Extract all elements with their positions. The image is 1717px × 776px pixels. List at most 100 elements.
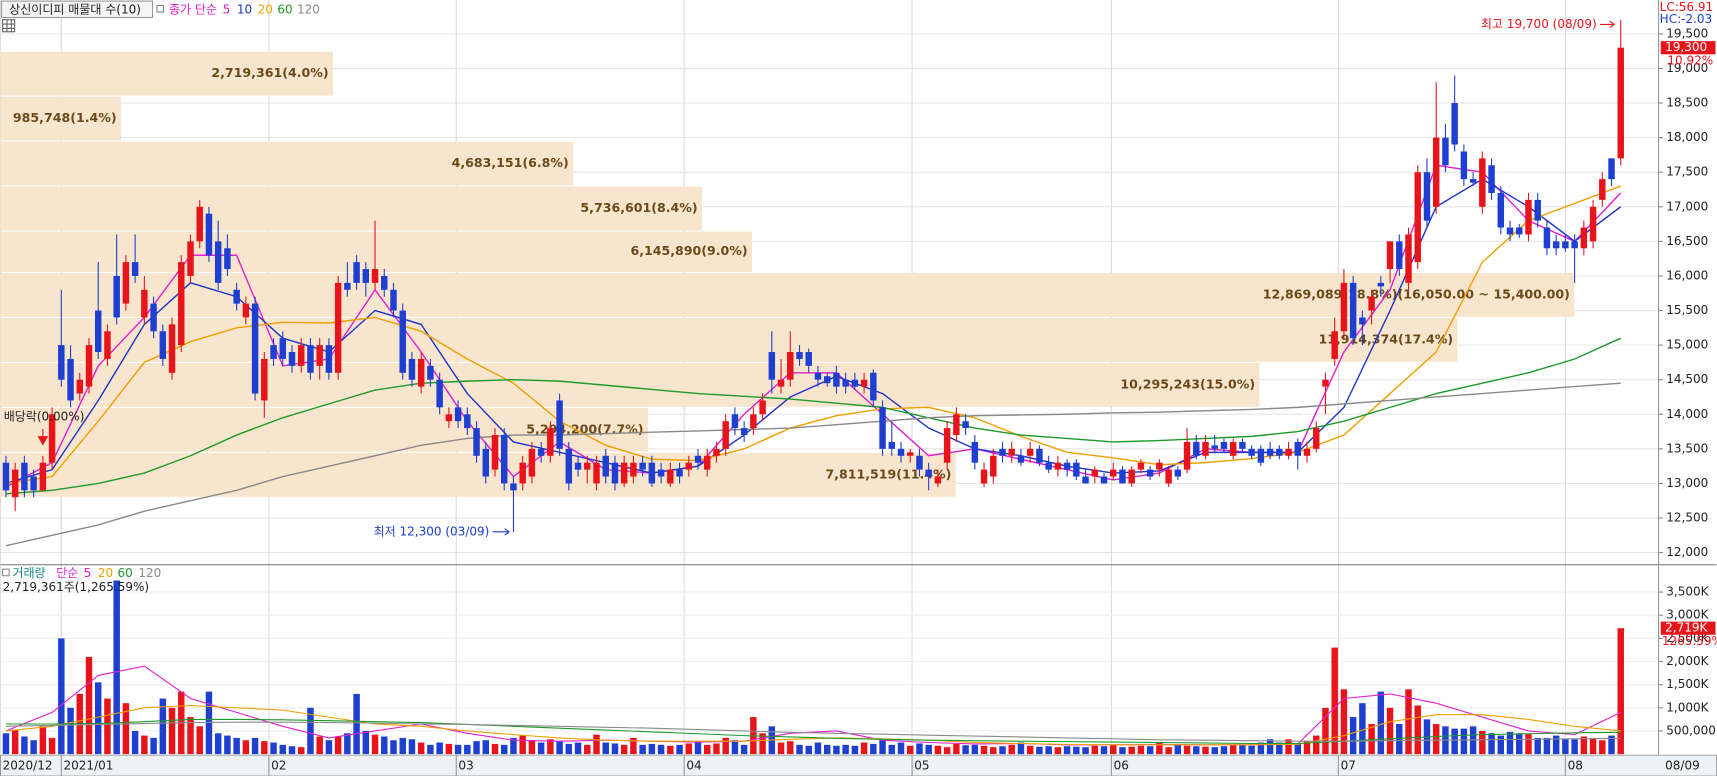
- volume-bar: [1479, 730, 1486, 755]
- candle-body: [1063, 462, 1071, 470]
- candle-body: [990, 455, 997, 477]
- profile-bar: [0, 51, 333, 96]
- volume-bar: [1432, 724, 1440, 755]
- candle-body: [168, 324, 176, 373]
- volume-bar: [316, 736, 323, 755]
- candle-body: [1516, 227, 1523, 235]
- candle-body: [224, 248, 231, 270]
- profile-bar: [0, 407, 648, 452]
- volume-bar: [113, 580, 120, 755]
- min-label: 최저 12,300 (03/09): [374, 524, 490, 538]
- candle-body: [704, 455, 711, 470]
- volume-bar: [1303, 741, 1311, 755]
- candle-body: [740, 428, 748, 436]
- candle-body: [2, 462, 10, 491]
- candle-body: [667, 469, 674, 484]
- y-tick-label: 1,500K: [1666, 677, 1709, 691]
- volume-bar: [556, 741, 563, 755]
- volume-bar: [1119, 747, 1126, 755]
- candle-body: [1322, 379, 1329, 387]
- candle-body: [556, 400, 563, 449]
- candle-body: [371, 269, 379, 283]
- volume-bar: [417, 742, 425, 755]
- volume-bar: [436, 742, 443, 755]
- legend-item: 10: [237, 2, 252, 16]
- candle-body: [399, 310, 406, 373]
- volume-bar: [851, 745, 859, 755]
- candle-body: [261, 358, 268, 401]
- volume-bar: [353, 693, 360, 755]
- volume-bar: [925, 744, 932, 755]
- candle-body: [1396, 241, 1403, 270]
- volume-bar: [85, 656, 93, 755]
- candle-body: [1479, 158, 1486, 207]
- candle-body: [67, 358, 74, 401]
- candle-body: [943, 428, 951, 463]
- candle-body: [860, 379, 868, 387]
- volume-bar: [879, 740, 886, 755]
- volume-bar: [67, 707, 74, 755]
- volume-bar: [11, 730, 19, 755]
- candle-body: [491, 435, 499, 470]
- profile-label: 2,719,361(4.0%): [211, 65, 328, 80]
- candle-body: [122, 262, 130, 304]
- grid-icon-lines: [2, 19, 15, 32]
- candle-body: [427, 365, 434, 380]
- volume-bar: [888, 744, 896, 755]
- ma-line: [5, 382, 1621, 547]
- volume-bar: [584, 744, 591, 755]
- candle-body: [353, 262, 360, 283]
- profile-label: 11,914,374(17.4%): [1318, 331, 1453, 346]
- candle-body: [288, 352, 296, 366]
- y-tick-label: 13,000: [1666, 476, 1708, 490]
- volume-bar: [574, 742, 582, 755]
- ma-line: [5, 721, 1621, 742]
- max-arrow: [1599, 20, 1616, 29]
- volume-bar: [297, 747, 305, 755]
- candle-body: [1562, 241, 1569, 249]
- volume-bar: [307, 707, 314, 755]
- candle-body: [676, 469, 683, 477]
- candle-body: [344, 282, 351, 290]
- candle-body: [833, 372, 840, 387]
- volume-bar: [1313, 735, 1320, 755]
- volume-bar: [187, 717, 194, 755]
- profile-label: 5,294,200(7.7%): [526, 421, 643, 436]
- volume-bar: [537, 742, 545, 755]
- volume-bar: [777, 742, 785, 755]
- volume-bar: [1017, 742, 1025, 755]
- volume-bar: [916, 743, 923, 755]
- volume-bar: [1552, 735, 1560, 755]
- volume-bar: [39, 726, 47, 755]
- x-tick-label: 03: [458, 759, 473, 773]
- x-tick-label: 06: [1114, 759, 1129, 773]
- volume-bar: [1174, 744, 1182, 755]
- title-box: [0, 0, 154, 19]
- candle-body: [537, 448, 545, 456]
- volume-pane: [2, 580, 1624, 755]
- candle-body: [519, 462, 526, 484]
- candle-body: [962, 421, 969, 429]
- volume-bar: [897, 742, 905, 755]
- candle-body: [1506, 227, 1514, 235]
- x-tick-label: 2021/01: [64, 759, 114, 773]
- y-tick-label: 14,500: [1666, 372, 1708, 386]
- legend-item: 20: [258, 2, 273, 16]
- volume-bar: [464, 744, 471, 755]
- y-tick-label: 1,000K: [1666, 700, 1709, 714]
- candle-body: [473, 428, 480, 456]
- profile-label: 12,869,089(18.8%)(16,050.00 ~ 15,400.00): [1263, 286, 1570, 301]
- candle-body: [565, 448, 573, 484]
- last-volume-change: 1265.59%: [1662, 634, 1717, 648]
- candle-body: [39, 462, 47, 491]
- volume-bar: [150, 737, 157, 755]
- volume-bar: [1580, 736, 1588, 755]
- candle-body: [1156, 462, 1163, 470]
- candle-body: [85, 345, 93, 387]
- volume-bar: [381, 736, 388, 755]
- volume-bar: [639, 744, 646, 755]
- candle-body: [1036, 448, 1043, 463]
- candle-body: [316, 345, 323, 366]
- last-volume-box: [1660, 621, 1716, 635]
- candle-body: [1543, 227, 1551, 249]
